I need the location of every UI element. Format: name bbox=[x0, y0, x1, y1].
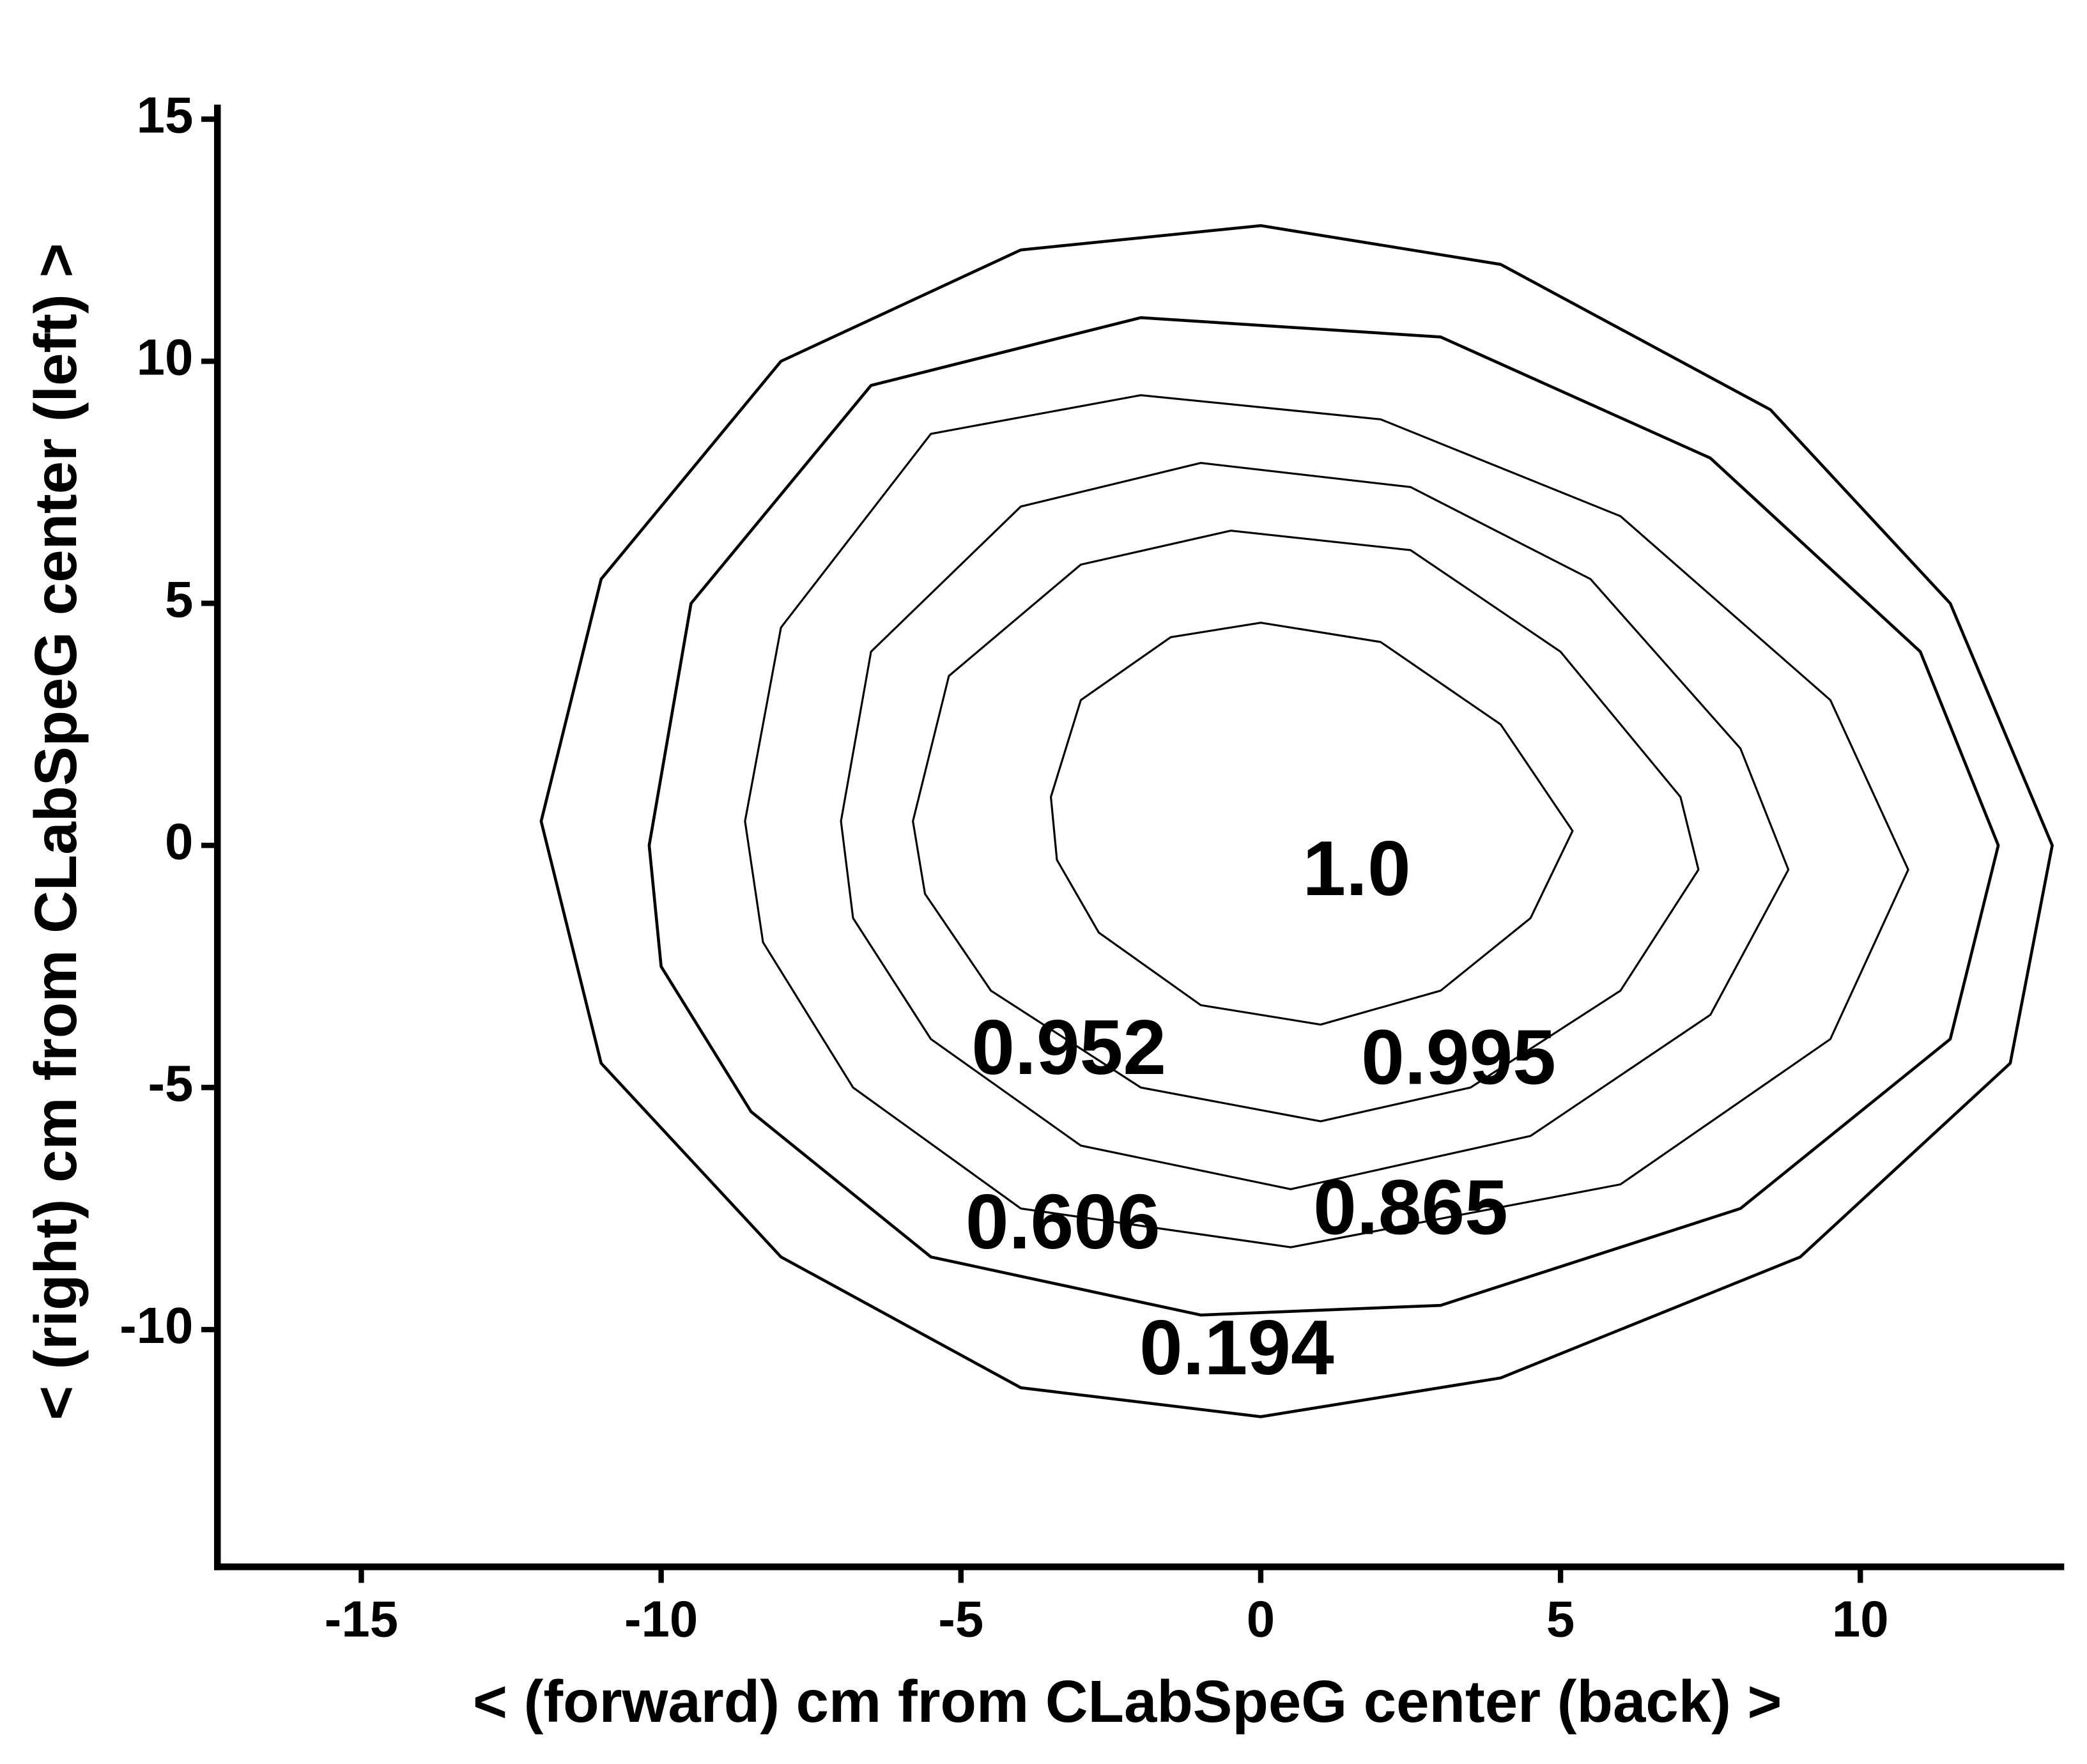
contour-line bbox=[840, 462, 1790, 1190]
contour-line bbox=[912, 530, 1700, 1123]
contour-label: 0.952 bbox=[971, 1004, 1166, 1091]
contour-line bbox=[647, 316, 2000, 1317]
contour-label: 0.606 bbox=[966, 1178, 1160, 1265]
y-tick-label: -5 bbox=[148, 1055, 193, 1112]
contour-label: 0.865 bbox=[1313, 1163, 1508, 1250]
y-tick-label: -10 bbox=[119, 1297, 193, 1354]
contour-line bbox=[1049, 622, 1574, 1026]
x-tick-label: 10 bbox=[1832, 1591, 1889, 1648]
contour-label: 0.194 bbox=[1139, 1304, 1334, 1391]
x-tick-label: 5 bbox=[1546, 1591, 1575, 1648]
x-tick-label: 0 bbox=[1247, 1591, 1275, 1648]
y-tick-label: 15 bbox=[137, 87, 194, 144]
contour-label: 0.995 bbox=[1361, 1013, 1556, 1100]
y-tick-label: 10 bbox=[137, 328, 194, 385]
x-tick-label: -15 bbox=[325, 1591, 398, 1648]
x-axis-title: < (forward) cm from CLabSpeG center (bac… bbox=[473, 1668, 1782, 1735]
contour-line bbox=[744, 394, 1909, 1248]
x-tick-label: -5 bbox=[938, 1591, 983, 1648]
contour-line bbox=[539, 224, 2054, 1418]
y-axis-title: < (right) cm from CLabSpeG center (left)… bbox=[22, 243, 89, 1420]
y-tick-label: 5 bbox=[165, 571, 193, 627]
y-tick-label: 0 bbox=[165, 813, 193, 870]
x-tick-label: -10 bbox=[624, 1591, 698, 1648]
contour-label: 1.0 bbox=[1302, 825, 1410, 912]
